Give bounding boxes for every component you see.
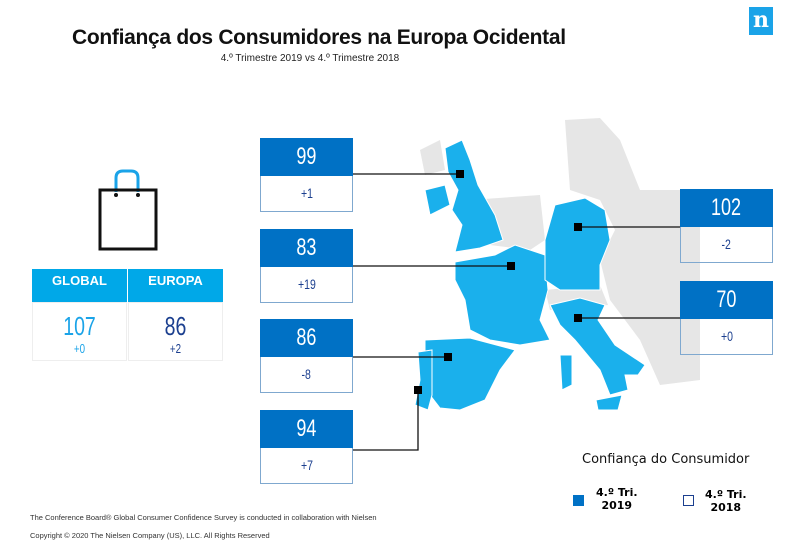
- page-subtitle: 4.º Trimestre 2019 vs 4.º Trimestre 2018: [220, 53, 400, 64]
- country-box-spain: 86 -8: [260, 319, 353, 393]
- footer-copyright: Copyright © 2020 The Nielsen Company (US…: [30, 531, 270, 540]
- country-box-portugal: 94 +7: [260, 410, 353, 484]
- europa-change: +2: [169, 341, 182, 356]
- global-summary: GLOBAL 107 +0: [32, 269, 127, 361]
- country-change: -2: [721, 236, 732, 252]
- europa-label: EUROPA: [128, 269, 223, 302]
- map-portugal: [414, 349, 433, 411]
- footer-survey-note: The Conference Board® Global Consumer Co…: [30, 513, 377, 522]
- page-title: Confiança dos Consumidores na Europa Oci…: [72, 26, 566, 49]
- marker-spain: [444, 353, 452, 361]
- map-italy: [549, 297, 646, 396]
- legend-swatch-2018: [683, 495, 694, 506]
- country-change: +1: [300, 185, 313, 201]
- europa-value: 86: [164, 311, 187, 341]
- map-ireland-uk: [424, 184, 451, 216]
- country-markers: [414, 170, 582, 394]
- country-value: 102: [711, 194, 742, 221]
- country-value: 70: [716, 286, 737, 313]
- country-box-germany: 102 -2: [680, 189, 773, 263]
- legend-swatch-2019: [573, 495, 584, 506]
- global-change: +0: [73, 341, 86, 356]
- country-box-italy: 70 +0: [680, 281, 773, 355]
- nielsen-logo: n: [749, 7, 773, 35]
- country-change: +19: [297, 276, 316, 292]
- shopping-bag-icon: [98, 169, 158, 251]
- legend-title: Confiança do Consumidor: [582, 452, 750, 467]
- country-box-france: 83 +19: [260, 229, 353, 303]
- global-value: 107: [63, 311, 96, 341]
- map-france: [454, 244, 551, 346]
- marker-germany: [574, 223, 582, 231]
- marker-france: [507, 262, 515, 270]
- country-change: -8: [301, 366, 312, 382]
- global-label: GLOBAL: [32, 269, 127, 302]
- map-uk: [444, 139, 504, 253]
- country-value: 99: [296, 143, 317, 170]
- country-box-uk: 99 +1: [260, 138, 353, 212]
- legend-label-2019: 4.º Tri. 2019: [596, 486, 638, 512]
- country-value: 94: [296, 415, 317, 442]
- country-value: 86: [296, 324, 317, 351]
- marker-portugal: [414, 386, 422, 394]
- marker-uk: [456, 170, 464, 178]
- legend-label-2018: 4.º Tri. 2018: [705, 488, 747, 514]
- map-spain: [424, 337, 516, 411]
- europa-summary: EUROPA 86 +2: [128, 269, 223, 361]
- map-germany: [544, 197, 611, 291]
- marker-italy: [574, 314, 582, 322]
- country-change: +0: [720, 328, 733, 344]
- country-value: 83: [296, 234, 317, 261]
- country-change: +7: [300, 457, 313, 473]
- connector-lines: [353, 173, 680, 451]
